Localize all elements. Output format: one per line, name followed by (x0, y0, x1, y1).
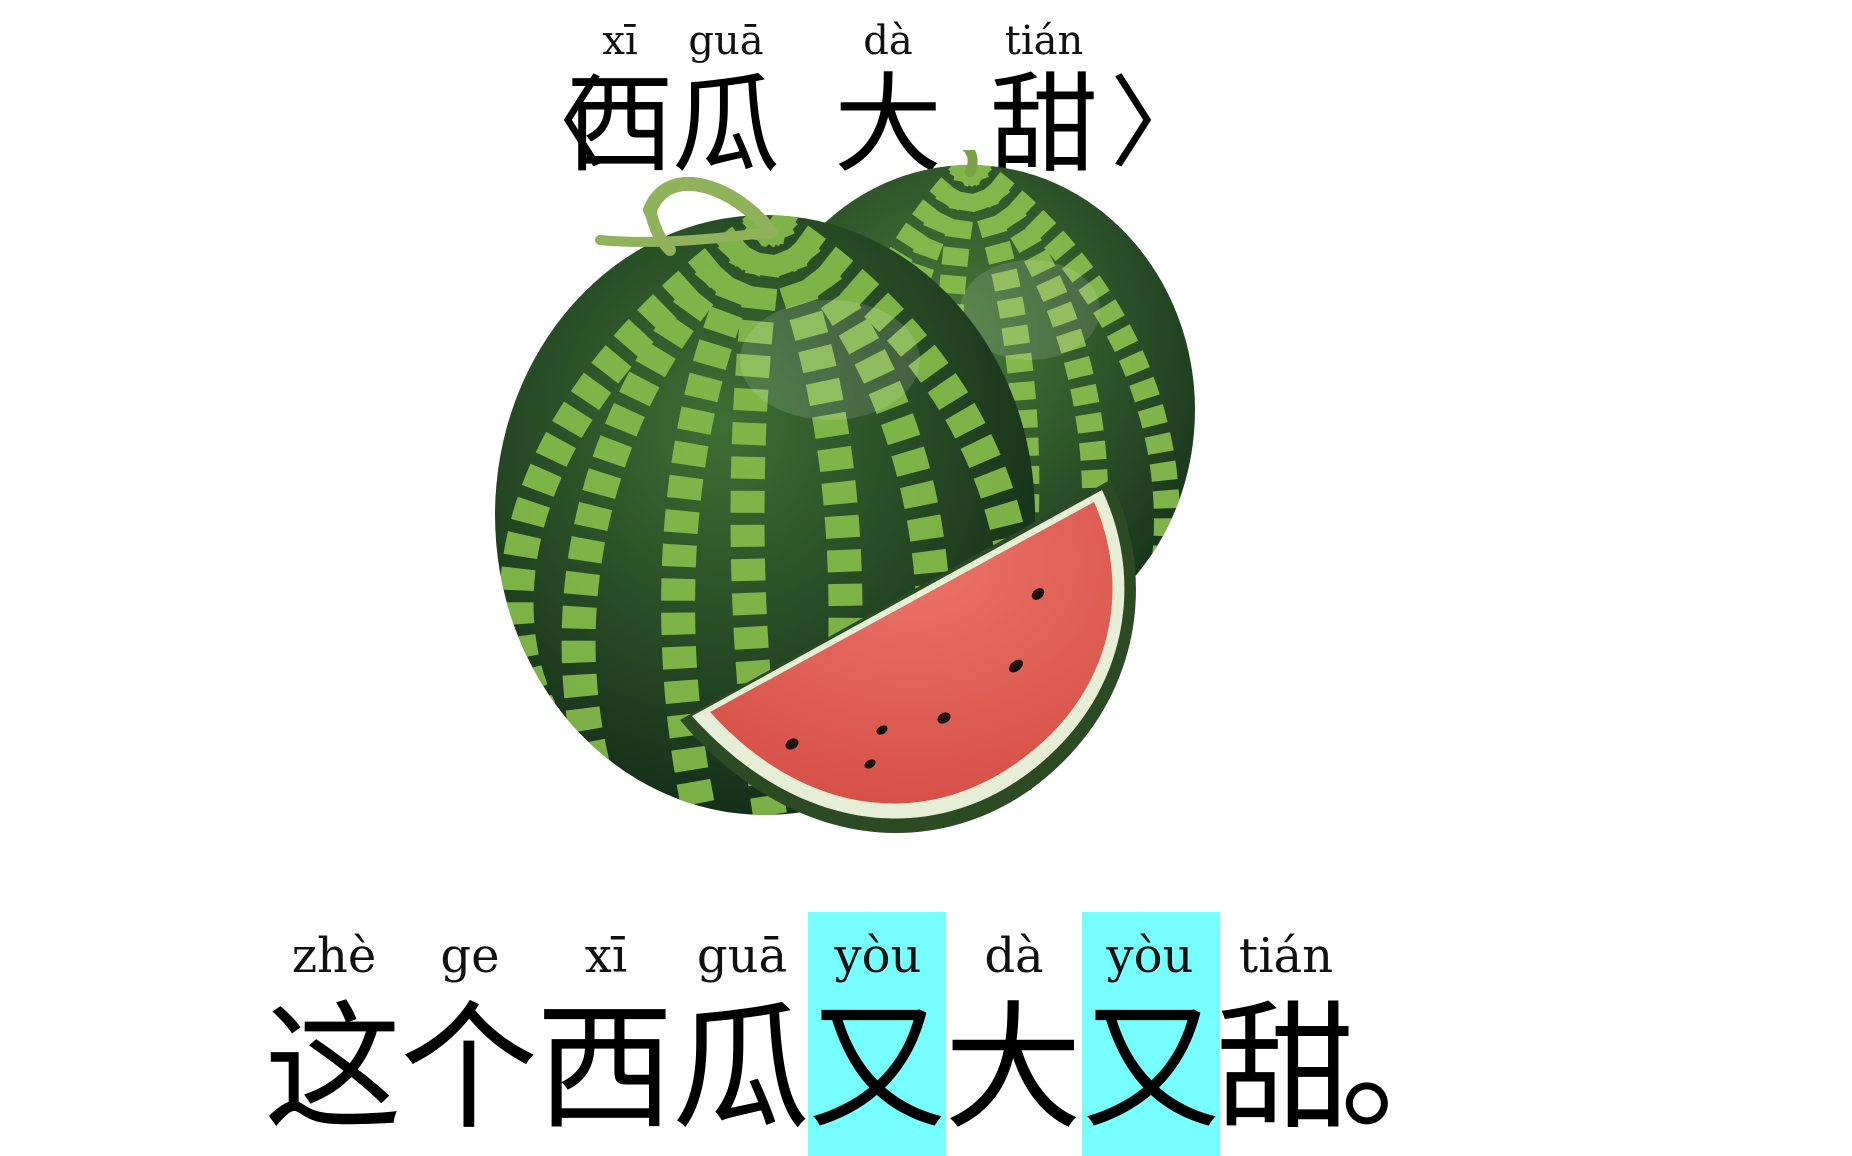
sentence-char-5: 又 (808, 988, 947, 1149)
sentence-pinyin-7: yòu (1106, 928, 1194, 984)
sentence-char-6: 大 (944, 988, 1083, 1149)
sentence-char-8: 甜 (1216, 988, 1355, 1149)
title-pinyin-3: dà (863, 18, 913, 64)
highlight-you-2 (1082, 912, 1220, 1156)
sentence-period: 。 (1340, 988, 1479, 1149)
title-char-2: 瓜 (671, 63, 780, 188)
title-pinyin-2: guā (688, 18, 764, 64)
sentence-pinyin-3: xī (584, 928, 628, 984)
sentence-pinyin-6: dà (984, 928, 1044, 984)
watermelon-slice (680, 480, 1136, 834)
sentence-pinyin-2: ge (440, 928, 500, 984)
sentence-pinyin-8: tián (1238, 928, 1334, 984)
highlight-you-1 (808, 912, 946, 1156)
sentence-char-2: 个 (400, 988, 539, 1149)
title-char-1: 西 (565, 63, 674, 188)
sentence-char-1: 这 (264, 988, 403, 1149)
title-char-3: 大 (833, 63, 942, 188)
sentence-char-7: 又 (1082, 988, 1221, 1149)
title-pinyin-1: xī (602, 18, 638, 64)
title-pinyin-4: tián (1004, 18, 1084, 64)
sentence-char-3: 西 (536, 988, 675, 1149)
title-char-4: 甜 (989, 63, 1098, 188)
sentence-pinyin-1: zhè (291, 928, 377, 984)
sentence-pinyin-4: guā (696, 928, 788, 984)
sentence-pinyin-5: yòu (834, 928, 922, 984)
watermelon-icon (495, 150, 1195, 834)
sentence-char-4: 瓜 (672, 988, 811, 1149)
